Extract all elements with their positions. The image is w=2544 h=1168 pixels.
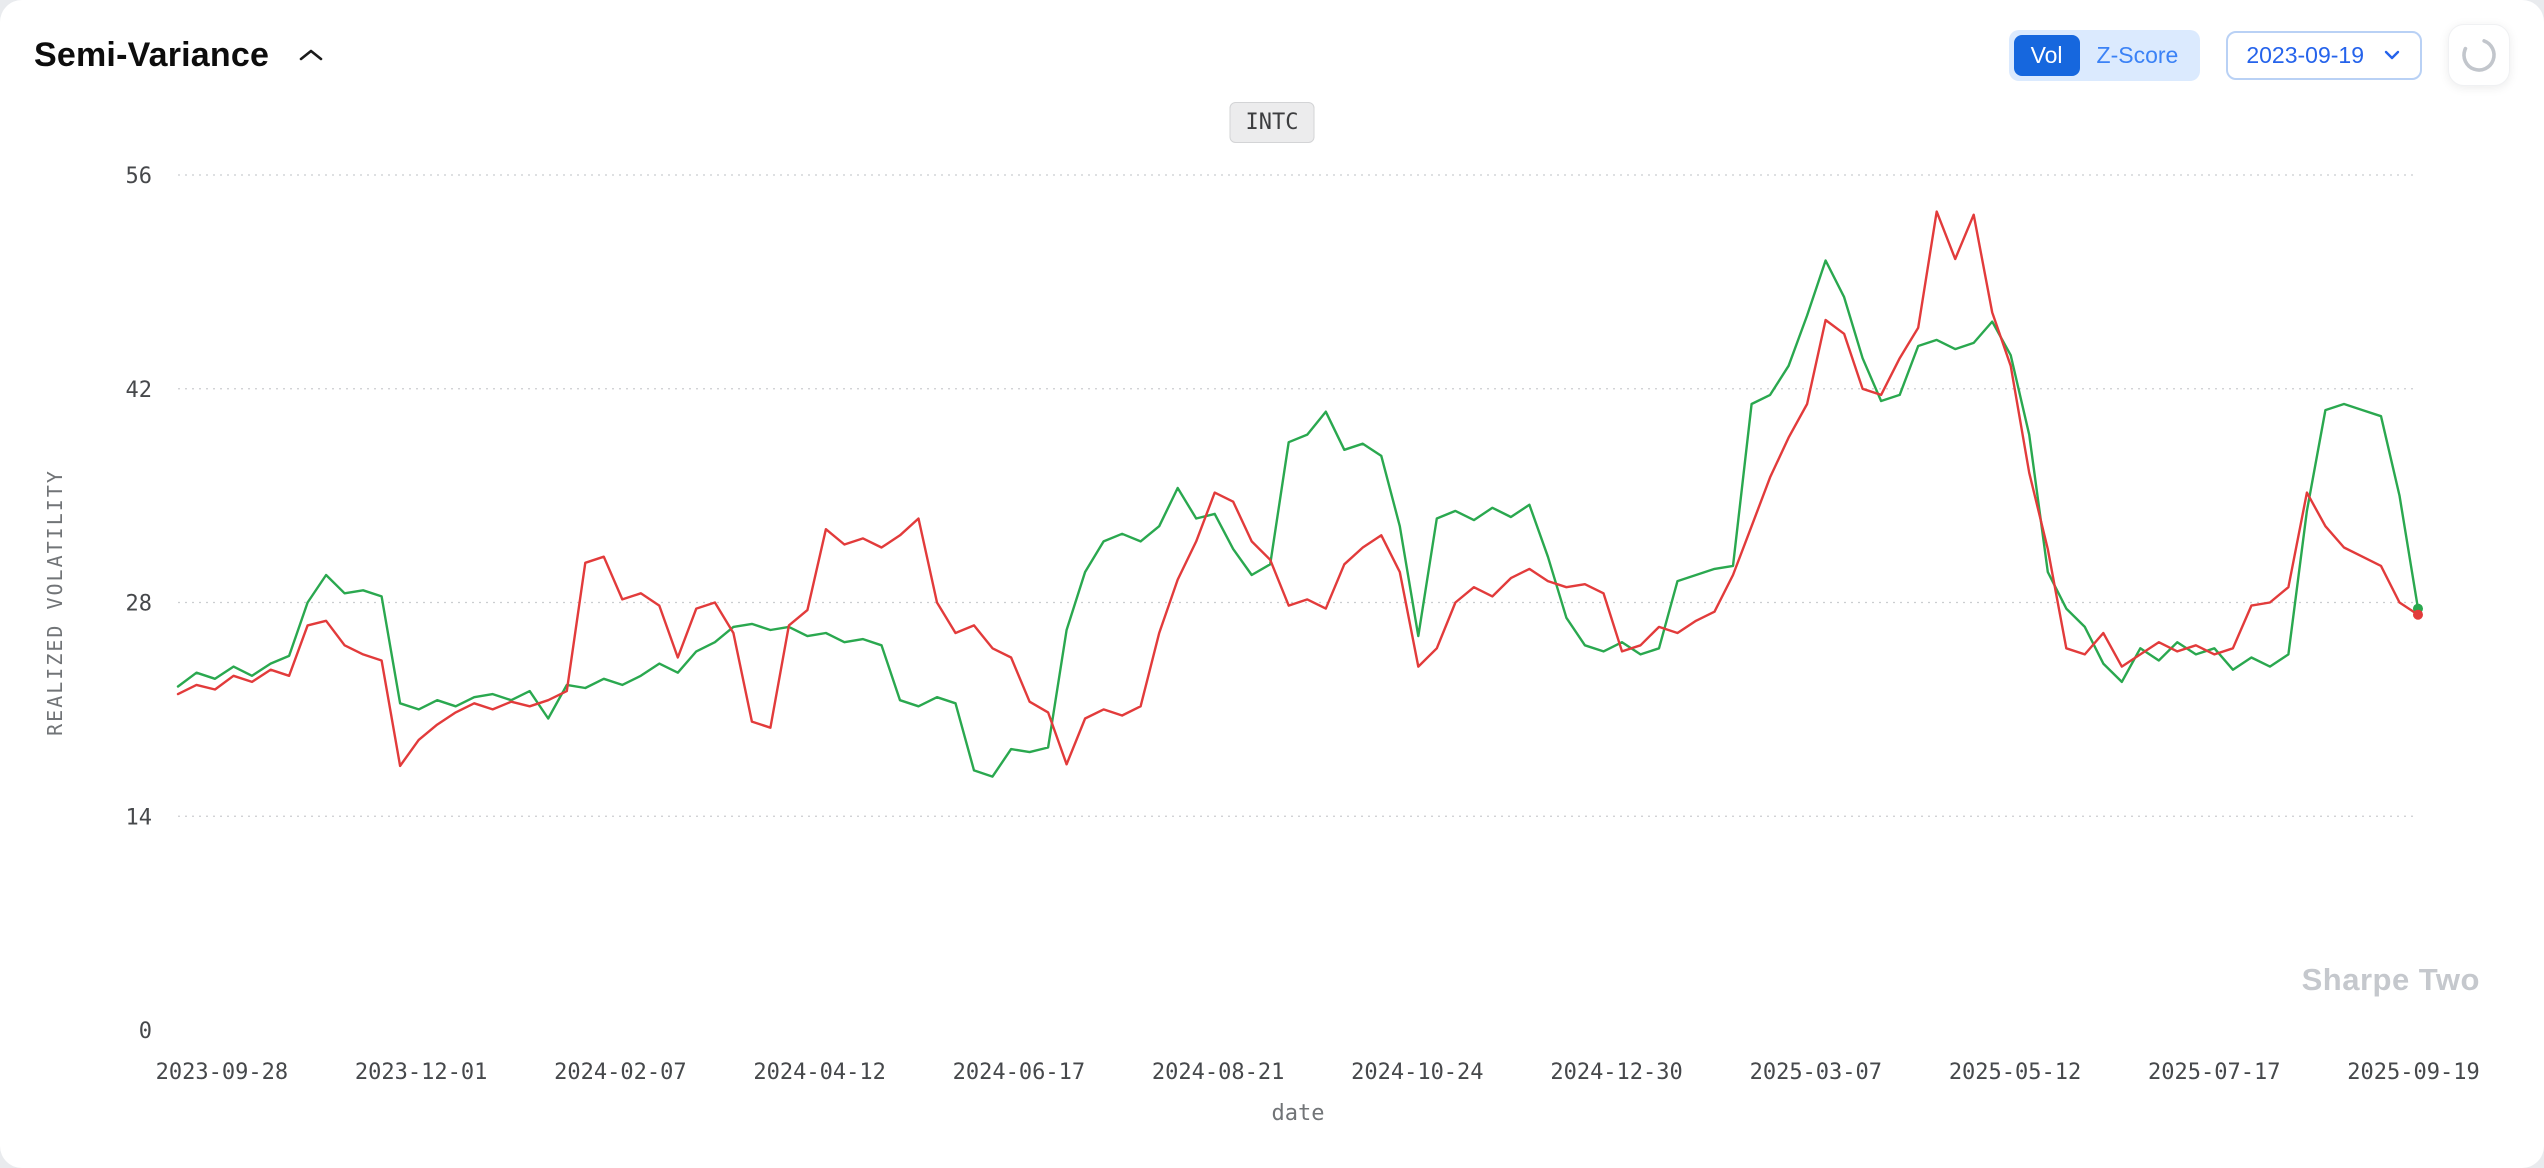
x-axis-title: date: [1272, 1101, 1325, 1126]
x-tick-label: 2024-08-21: [1152, 1060, 1284, 1085]
series-endpoint-red: [2413, 609, 2423, 620]
x-tick-label: 2025-05-12: [1949, 1060, 2081, 1085]
page-title: Semi-Variance: [34, 35, 270, 74]
series-line-red: [176, 210, 2420, 768]
series-line-green: [176, 259, 2420, 778]
toggle-zscore-button[interactable]: Z-Score: [2080, 35, 2196, 76]
toggle-vol-button[interactable]: Vol: [2013, 34, 2080, 76]
refresh-button[interactable]: [2448, 24, 2510, 86]
header-controls: Vol Z-Score 2023-09-19: [2008, 24, 2510, 86]
y-tick-label: 28: [126, 592, 153, 617]
chevron-down-icon: [2384, 50, 2400, 60]
x-tick-label: 2025-07-17: [2148, 1060, 2280, 1085]
y-axis-title: REALIZED VOLATILITY: [43, 469, 67, 736]
x-tick-label: 2025-09-19: [2347, 1060, 2479, 1085]
loading-spinner-icon: [2462, 38, 2496, 72]
watermark: Sharpe Two: [2301, 962, 2480, 997]
date-select-value: 2023-09-19: [2246, 41, 2364, 68]
x-tick-label: 2024-10-24: [1351, 1060, 1483, 1085]
y-tick-label: 14: [126, 805, 153, 830]
chevron-up-icon[interactable]: [297, 46, 325, 64]
x-tick-label: 2024-02-07: [554, 1060, 686, 1085]
symbol-badge: INTC: [1229, 102, 1315, 143]
y-tick-label: 0: [139, 1019, 152, 1044]
x-tick-label: 2024-12-30: [1550, 1060, 1682, 1085]
x-tick-label: 2024-06-17: [953, 1060, 1085, 1085]
metric-toggle: Vol Z-Score: [2008, 29, 2201, 81]
x-tick-label: 2023-09-28: [156, 1060, 288, 1085]
x-tick-label: 2024-04-12: [753, 1060, 885, 1085]
x-tick-label: 2025-03-07: [1750, 1060, 1882, 1085]
date-select[interactable]: 2023-09-19: [2226, 30, 2422, 80]
y-tick-label: 42: [126, 378, 153, 403]
panel-header: Semi-Variance Vol Z-Score 2023-09-19: [0, 0, 2544, 86]
y-tick-label: 56: [126, 164, 153, 189]
x-tick-label: 2023-12-01: [355, 1060, 487, 1085]
